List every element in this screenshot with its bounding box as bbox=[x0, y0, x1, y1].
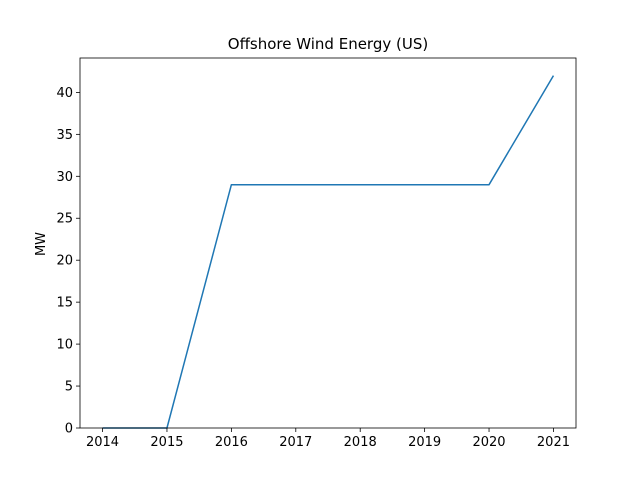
x-tick-label: 2015 bbox=[150, 435, 183, 450]
x-tick-label: 2018 bbox=[344, 435, 377, 450]
y-axis-label: MW bbox=[34, 232, 49, 256]
x-tick-label: 2020 bbox=[472, 435, 505, 450]
y-tick-label: 5 bbox=[65, 380, 73, 395]
y-tick-label: 25 bbox=[56, 212, 73, 227]
x-tick-label: 2019 bbox=[408, 435, 441, 450]
y-tick-label: 40 bbox=[56, 86, 73, 101]
y-tick-label: 15 bbox=[56, 296, 73, 311]
y-tick-label: 0 bbox=[65, 422, 73, 437]
plot-frame bbox=[79, 57, 577, 429]
series-line-0 bbox=[102, 75, 555, 429]
chart-title: Offshore Wind Energy (US) bbox=[228, 35, 428, 53]
y-tick-label: 35 bbox=[56, 128, 73, 143]
x-tick-label: 2014 bbox=[86, 435, 119, 450]
plot-area: 2014 2015 2016 2017 2018 2019 2020 2021 0 5 10 15 20… bbox=[56, 57, 577, 450]
x-tick-label: 2017 bbox=[279, 435, 312, 450]
x-tick-label: 2021 bbox=[537, 435, 570, 450]
x-tick-label: 2016 bbox=[215, 435, 248, 450]
y-tick-label: 10 bbox=[56, 338, 73, 353]
y-tick-label: 20 bbox=[56, 254, 73, 269]
y-tick-label: 30 bbox=[56, 170, 73, 185]
